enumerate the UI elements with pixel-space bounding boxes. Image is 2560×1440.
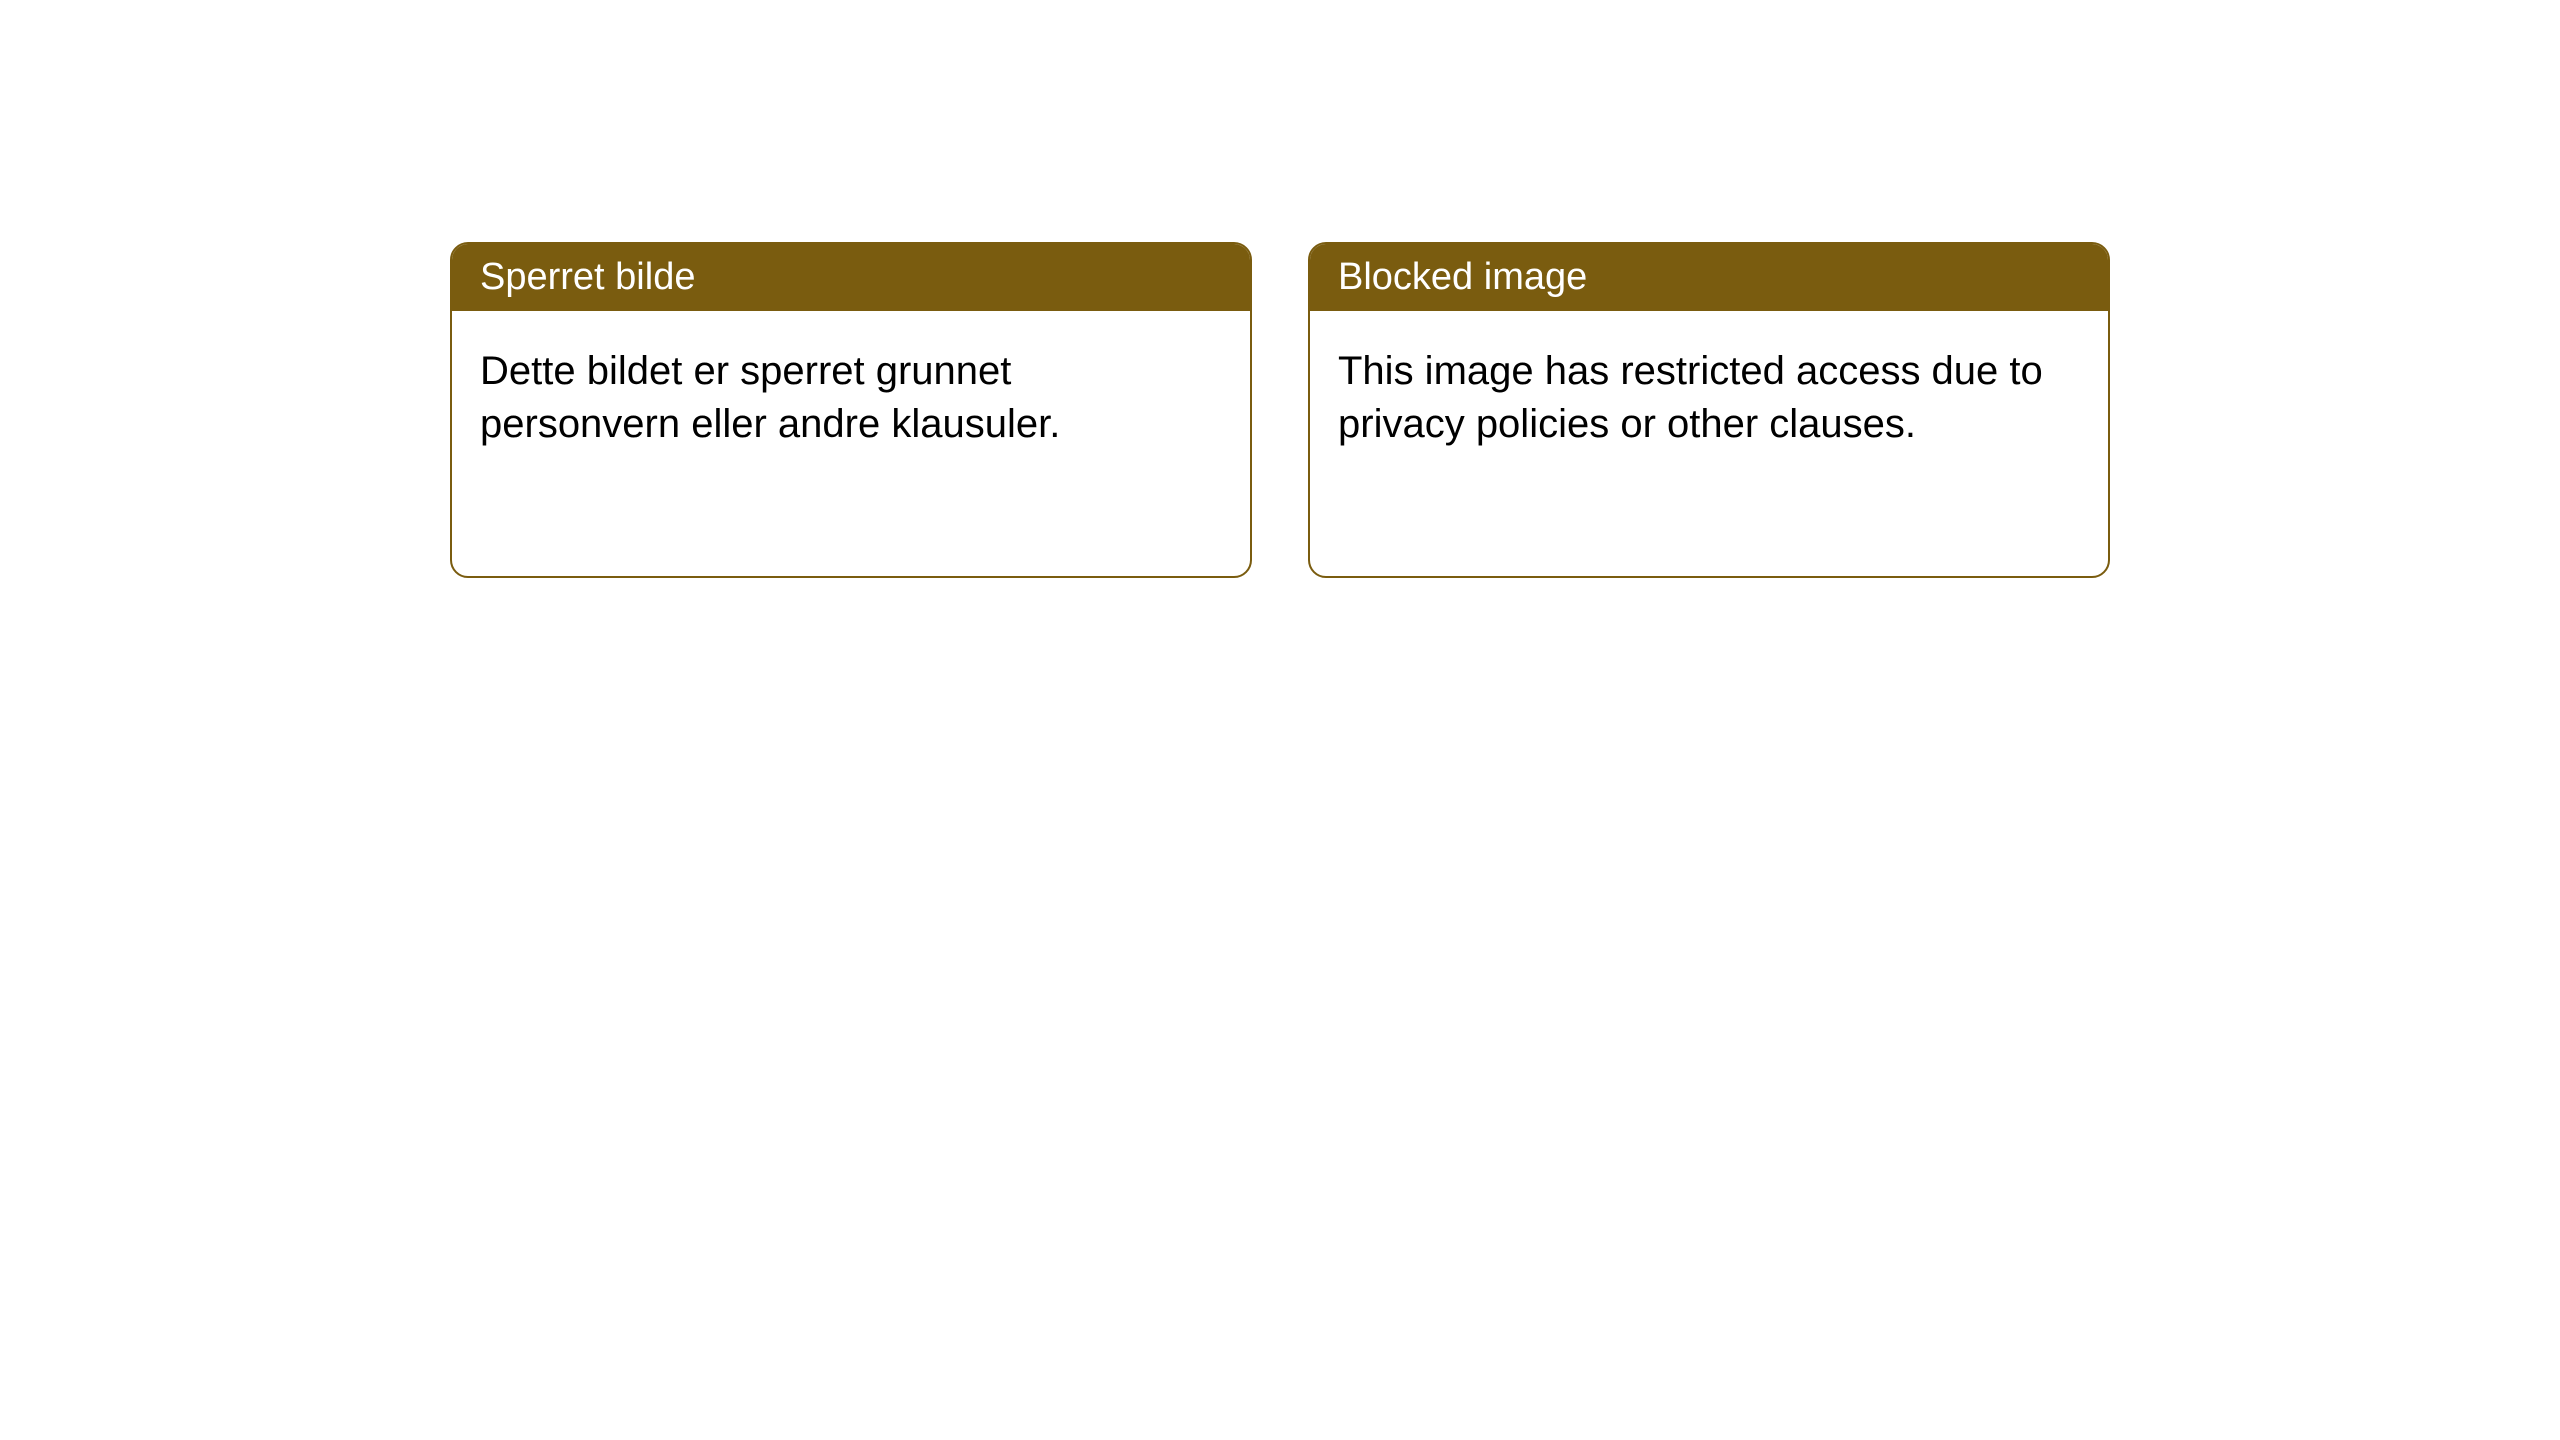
notice-card-english: Blocked image This image has restricted …	[1308, 242, 2110, 578]
notice-header-english: Blocked image	[1310, 244, 2108, 311]
notice-card-norwegian: Sperret bilde Dette bildet er sperret gr…	[450, 242, 1252, 578]
notice-header-norwegian: Sperret bilde	[452, 244, 1250, 311]
notice-message-english: This image has restricted access due to …	[1338, 349, 2043, 446]
notice-body-norwegian: Dette bildet er sperret grunnet personve…	[452, 311, 1250, 485]
notice-message-norwegian: Dette bildet er sperret grunnet personve…	[480, 349, 1060, 446]
notice-cards-container: Sperret bilde Dette bildet er sperret gr…	[450, 242, 2110, 578]
notice-title-english: Blocked image	[1338, 256, 1587, 298]
notice-body-english: This image has restricted access due to …	[1310, 311, 2108, 485]
notice-title-norwegian: Sperret bilde	[480, 256, 695, 298]
